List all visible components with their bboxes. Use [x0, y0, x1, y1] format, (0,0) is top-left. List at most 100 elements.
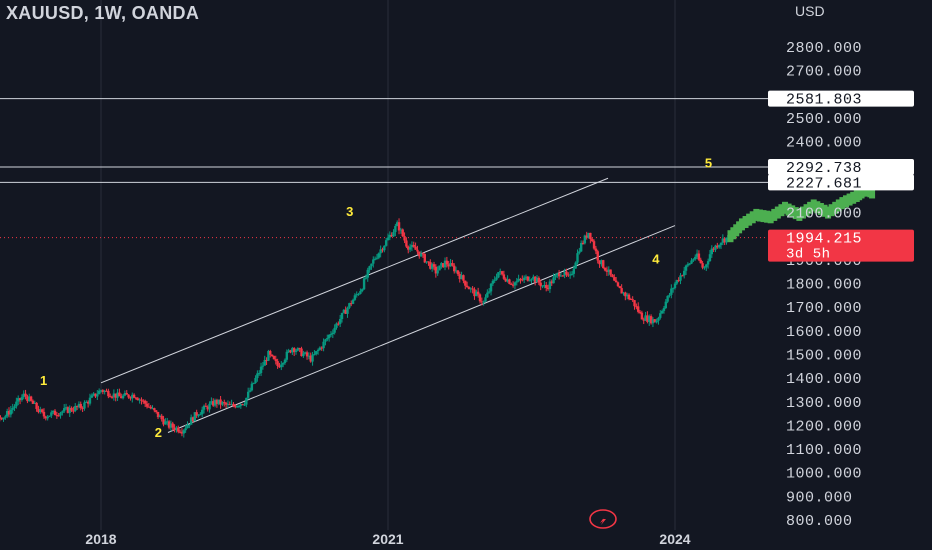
candle-body	[605, 270, 609, 272]
candle-body	[453, 265, 456, 272]
candle-body	[160, 415, 163, 420]
candle-body	[600, 260, 603, 265]
horizontal-levels[interactable]	[0, 98, 768, 239]
y-tick-label: 800.000	[786, 513, 853, 530]
candle-body	[454, 270, 458, 272]
candle-body	[70, 407, 73, 411]
candle-body	[486, 292, 489, 298]
candle-body	[473, 289, 476, 297]
candle-body	[327, 334, 331, 339]
candle-body	[309, 355, 312, 362]
candle-body	[471, 288, 474, 290]
candle-body	[688, 263, 691, 265]
candle-body	[425, 261, 428, 263]
candle-body	[495, 277, 498, 280]
candle-body	[469, 288, 472, 290]
tradingview-logo-icon[interactable]	[588, 507, 618, 531]
candle-body	[254, 378, 257, 383]
candle-body	[86, 401, 90, 404]
candle-body	[182, 430, 185, 434]
candle-body	[291, 348, 294, 353]
candle-body	[664, 301, 668, 309]
candle-body	[703, 267, 706, 269]
candle-body	[132, 394, 136, 398]
candle-body	[642, 319, 645, 321]
candle-body	[276, 361, 279, 367]
candle-body	[154, 410, 158, 412]
time-axis[interactable]: 2018 2021 2024	[85, 531, 690, 547]
candle-body	[151, 408, 154, 410]
candle-body	[296, 348, 300, 351]
candle-body	[0, 415, 2, 418]
candle-body	[197, 415, 200, 417]
wave-label-1: 1	[40, 373, 47, 388]
candle-body	[261, 365, 265, 367]
candle-body	[287, 350, 290, 352]
candle-body	[302, 353, 305, 357]
candle-body	[281, 363, 285, 365]
candle-body	[61, 411, 64, 413]
candle-body	[532, 276, 535, 280]
candle-body	[686, 264, 690, 266]
candle-body	[723, 238, 726, 243]
candle-body	[29, 396, 33, 401]
candle-body	[629, 298, 633, 300]
candle-body	[208, 403, 211, 410]
projection-block	[846, 193, 853, 206]
candle-body	[403, 236, 406, 241]
candle-body	[559, 275, 563, 277]
candle-body	[574, 262, 577, 269]
y-tick-label: 1800.000	[786, 277, 862, 294]
candle-body	[497, 272, 500, 278]
candle-body	[602, 260, 605, 268]
candle-body	[246, 391, 250, 398]
candle-body	[250, 383, 254, 391]
candle-body	[570, 273, 574, 275]
candle-body	[631, 299, 634, 301]
candle-body	[681, 275, 684, 277]
candle-body	[467, 287, 471, 290]
projection-block	[832, 201, 839, 214]
y-tick-label: 2700.000	[786, 64, 862, 81]
symbol-title[interactable]: XAUUSD, 1W, OANDA	[6, 3, 200, 23]
candle-body	[121, 395, 125, 399]
candle-body	[675, 280, 679, 284]
projection-block	[810, 199, 817, 212]
candle-body	[671, 288, 675, 290]
candle-body	[719, 242, 723, 246]
candle-body	[705, 264, 708, 268]
candle-body	[548, 281, 552, 290]
candle-body	[541, 285, 544, 287]
trend-channel[interactable]	[100, 177, 676, 433]
candle-body	[635, 306, 638, 308]
projection-block	[839, 197, 846, 210]
candle-body	[379, 249, 382, 254]
candle-body	[394, 225, 397, 233]
candle-body	[657, 317, 660, 321]
projection-block	[756, 209, 763, 222]
y-tick-label: 1500.000	[786, 347, 862, 364]
candle-body	[44, 416, 48, 419]
candle-body	[239, 404, 243, 406]
candle-body	[68, 407, 71, 413]
candle-body	[145, 403, 149, 407]
projection-block	[835, 199, 842, 212]
projection-block	[753, 208, 760, 221]
projection-path	[727, 182, 876, 243]
projection-block	[774, 206, 781, 219]
price-axis[interactable]: 2800.000 2700.000 2500.000 2400.000 2100.000…	[786, 40, 862, 530]
projection-block	[825, 206, 832, 219]
candle-body	[167, 421, 171, 428]
candle-body	[4, 416, 7, 418]
candle-body	[673, 283, 677, 289]
candle-body	[609, 269, 612, 275]
candle-body	[245, 397, 248, 405]
candle-body	[313, 354, 316, 356]
candle-body	[283, 359, 287, 364]
candle-body	[186, 424, 189, 429]
candle-body	[607, 269, 610, 272]
candle-body	[114, 393, 117, 398]
candle-body	[465, 285, 469, 288]
candle-body	[388, 234, 392, 238]
